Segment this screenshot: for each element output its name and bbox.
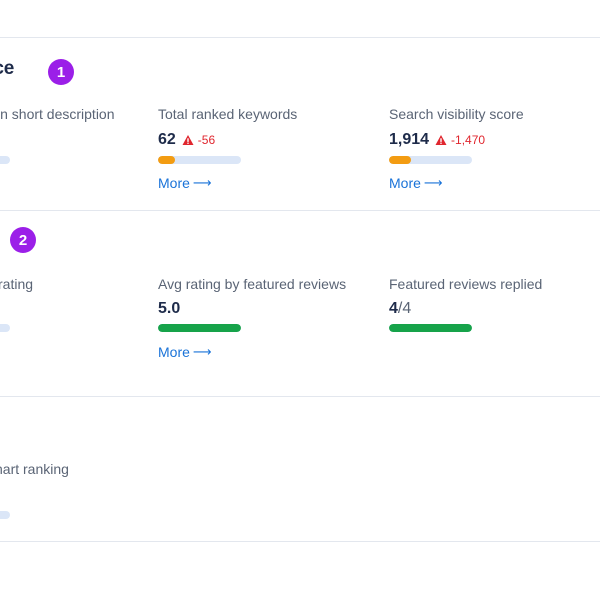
metric-label-chart-ranking: hart ranking <box>0 461 69 477</box>
more-link-label: More <box>158 175 190 191</box>
arrow-right-icon: ⟶ <box>192 175 212 190</box>
ranked-keywords-value: 62 <box>158 131 176 148</box>
metric-label-rating: rating <box>0 276 34 292</box>
more-link-avg-rating[interactable]: More ⟶ <box>158 344 212 360</box>
progress-bar-avg-rating <box>158 324 241 332</box>
metric-value-visibility-score: 1,914 -1,470 <box>389 131 485 149</box>
avg-rating-value: 5.0 <box>158 300 181 317</box>
section-title: nce <box>0 58 15 79</box>
step-badge-1: 1 <box>48 59 74 85</box>
more-link-ranked-keywords[interactable]: More ⟶ <box>158 175 212 191</box>
visibility-score-delta: -1,470 <box>451 133 486 147</box>
progress-fill-visibility-score <box>389 156 412 164</box>
progress-bar-ranked-keywords <box>158 156 241 164</box>
progress-bar-reviews-replied <box>389 324 472 332</box>
metric-label-avg-rating: Avg rating by featured reviews <box>158 276 347 292</box>
more-link-visibility-score[interactable]: More ⟶ <box>389 175 443 191</box>
arrow-right-icon: ⟶ <box>423 175 443 190</box>
more-link-label: More <box>158 344 190 360</box>
metric-value-ranked-keywords: 62 -56 <box>158 131 215 149</box>
more-link-label: More <box>389 175 421 191</box>
visibility-score-value: 1,914 <box>389 131 430 148</box>
progress-bar-short-description <box>0 156 10 164</box>
reviews-replied-total: /4 <box>397 300 412 317</box>
divider-section-2 <box>0 396 600 397</box>
warning-triangle-icon <box>182 135 194 145</box>
progress-fill-avg-rating <box>158 324 241 332</box>
divider-section-1 <box>0 210 600 211</box>
warning-triangle-icon <box>435 135 447 145</box>
ranked-keywords-delta: -56 <box>197 133 216 147</box>
progress-bar-visibility-score <box>389 156 472 164</box>
metric-label-reviews-replied: Featured reviews replied <box>389 276 543 292</box>
metric-label-ranked-keywords: Total ranked keywords <box>158 106 298 122</box>
metric-value-avg-rating: 5.0 <box>158 300 180 318</box>
progress-fill-ranked-keywords <box>158 156 175 164</box>
metric-label-visibility-score: Search visibility score <box>389 106 524 122</box>
progress-bar-rating <box>0 324 10 332</box>
divider-top <box>0 37 600 38</box>
step-badge-2: 2 <box>10 227 36 253</box>
metric-value-reviews-replied: 4 /4 <box>389 300 411 318</box>
arrow-right-icon: ⟶ <box>192 344 212 359</box>
reviews-replied-value: 4 <box>389 300 398 317</box>
progress-bar-chart-ranking <box>0 511 10 519</box>
divider-section-3 <box>0 541 600 542</box>
metric-label-short-description: in short description <box>0 106 115 122</box>
progress-fill-reviews-replied <box>389 324 472 332</box>
